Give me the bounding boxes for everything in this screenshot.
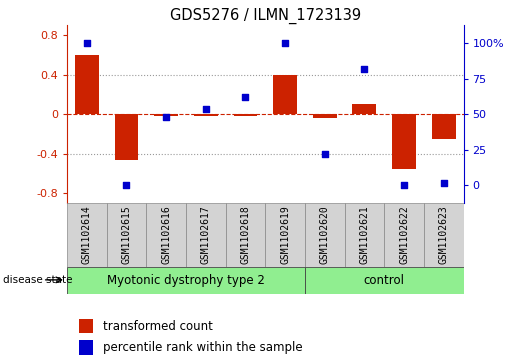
Bar <box>313 114 337 118</box>
Title: GDS5276 / ILMN_1723139: GDS5276 / ILMN_1723139 <box>169 8 361 24</box>
Point <box>123 183 131 188</box>
Bar <box>186 203 226 267</box>
Text: Myotonic dystrophy type 2: Myotonic dystrophy type 2 <box>107 274 265 287</box>
Text: transformed count: transformed count <box>102 320 213 333</box>
Bar <box>67 267 305 294</box>
Bar <box>233 114 258 116</box>
Bar <box>305 267 464 294</box>
Text: GSM1102615: GSM1102615 <box>122 206 131 264</box>
Text: GSM1102623: GSM1102623 <box>439 206 449 264</box>
Bar <box>392 114 416 169</box>
Text: percentile rank within the sample: percentile rank within the sample <box>102 341 302 354</box>
Point <box>400 183 408 188</box>
Point <box>281 40 289 46</box>
Bar <box>154 114 178 116</box>
Point <box>162 114 170 120</box>
Bar <box>114 114 139 160</box>
Text: GSM1102619: GSM1102619 <box>280 206 290 264</box>
Bar <box>194 114 218 116</box>
Bar <box>226 203 265 267</box>
Text: GSM1102618: GSM1102618 <box>241 206 250 264</box>
Text: GSM1102621: GSM1102621 <box>359 206 369 264</box>
Bar <box>352 105 376 114</box>
Text: GSM1102622: GSM1102622 <box>399 206 409 264</box>
Bar <box>79 319 93 333</box>
Bar <box>75 55 99 114</box>
Bar <box>273 75 297 114</box>
Text: GSM1102617: GSM1102617 <box>201 206 211 264</box>
Bar <box>345 203 384 267</box>
Bar <box>384 203 424 267</box>
Point <box>202 106 210 111</box>
Point <box>241 94 249 100</box>
Bar <box>79 340 93 355</box>
Bar <box>265 203 305 267</box>
Bar <box>424 203 464 267</box>
Text: control: control <box>364 274 405 287</box>
Text: GSM1102616: GSM1102616 <box>161 206 171 264</box>
Bar <box>432 114 456 139</box>
Text: disease state: disease state <box>3 275 72 285</box>
Point <box>320 151 329 157</box>
Text: GSM1102614: GSM1102614 <box>82 206 92 264</box>
Point <box>440 180 448 185</box>
Bar <box>67 203 107 267</box>
Bar <box>107 203 146 267</box>
Bar <box>146 203 186 267</box>
Point <box>82 40 91 46</box>
Text: GSM1102620: GSM1102620 <box>320 206 330 264</box>
Bar <box>305 203 345 267</box>
Point <box>360 66 369 72</box>
